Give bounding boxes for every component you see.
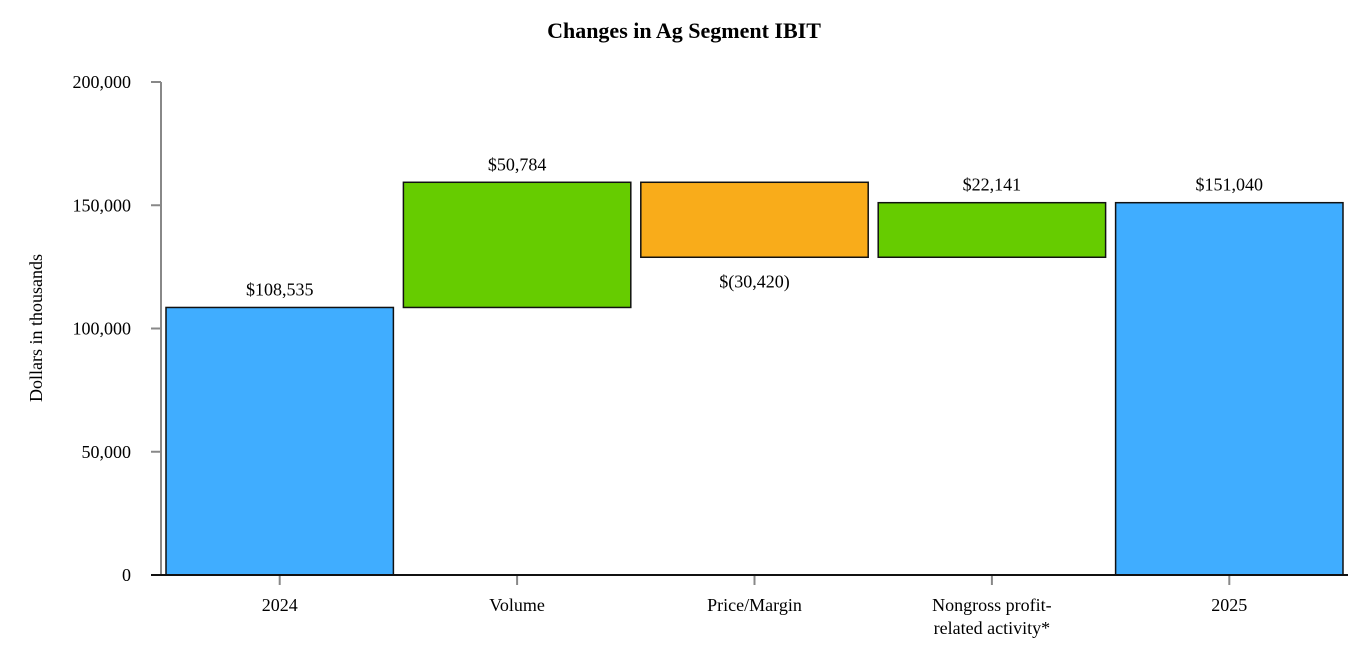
- data-label: $151,040: [1196, 175, 1264, 195]
- bars: $108,535 $50,784 $(30,420) $22,141 $151,040: [165, 154, 1344, 576]
- x-tick-label: Nongross profit-: [932, 595, 1052, 615]
- x-tick-label: 2024: [262, 595, 298, 615]
- bar: [402, 181, 632, 309]
- x-tick-label: related activity*: [934, 618, 1050, 638]
- y-axis-label: Dollars in thousands: [26, 254, 46, 402]
- x-tick-label: Price/Margin: [707, 595, 802, 615]
- data-label: $(30,420): [719, 271, 790, 292]
- x-tick-label: 2025: [1211, 595, 1247, 615]
- y-tick-label: 200,000: [73, 72, 132, 92]
- data-label: $22,141: [963, 175, 1022, 195]
- bar: [1114, 201, 1344, 576]
- y-tick-label: 150,000: [73, 195, 132, 215]
- bar: [165, 306, 395, 576]
- data-label: $108,535: [246, 279, 314, 299]
- y-tick-label: 100,000: [73, 319, 132, 339]
- data-label: $50,784: [488, 154, 547, 174]
- bar: [877, 201, 1107, 259]
- bar: [640, 181, 869, 259]
- chart-title: Changes in Ag Segment IBIT: [547, 18, 821, 43]
- y-tick-label: 50,000: [82, 442, 132, 462]
- y-axis: 0 50,000 100,000 150,000 200,000: [73, 72, 162, 585]
- x-tick-label: Volume: [489, 595, 545, 615]
- y-tick-label: 0: [122, 565, 131, 585]
- x-axis: 2024 Volume Price/Margin Nongross profit-re…: [151, 574, 1348, 638]
